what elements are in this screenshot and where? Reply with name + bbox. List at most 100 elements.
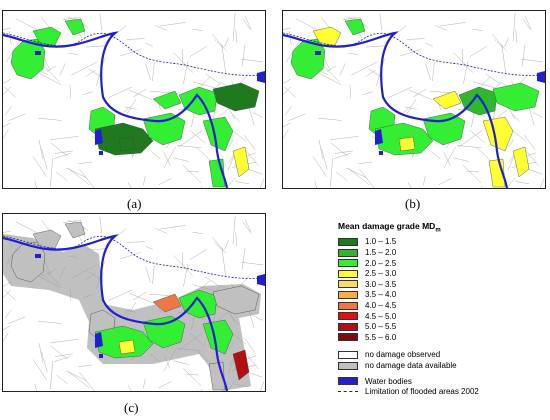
- street-line: [125, 309, 137, 313]
- street-line: [123, 105, 131, 113]
- street-line: [41, 351, 48, 373]
- street-line: [283, 86, 291, 95]
- street-line: [50, 339, 79, 343]
- street-line: [155, 228, 168, 234]
- damage-zone: [32, 26, 62, 46]
- street-line: [232, 317, 240, 325]
- damage-zone: [212, 82, 260, 112]
- legend-label-grade: 4.0 – 4.5: [365, 301, 397, 311]
- street-line: [423, 175, 426, 186]
- street-line: [50, 345, 68, 360]
- street-line: [221, 44, 226, 74]
- street-line: [432, 61, 435, 82]
- legend-label-grade: 3.5 – 4.0: [365, 290, 397, 300]
- street-line: [388, 86, 412, 98]
- street-line: [176, 348, 202, 351]
- water-body: [379, 151, 383, 155]
- water-body: [257, 274, 265, 286]
- street-line: [283, 27, 291, 30]
- legend-item-grade: 1.5 – 2.0: [338, 247, 543, 258]
- street-line: [68, 168, 90, 186]
- street-line: [150, 151, 161, 160]
- street-line: [458, 130, 483, 148]
- street-line: [242, 221, 251, 233]
- street-line: [186, 374, 199, 376]
- water-body: [99, 354, 103, 358]
- damage-zone: [118, 339, 136, 355]
- map-legend: Mean damage grade MDm 1.0 – 1.5 1.5 – 2.0…: [338, 221, 543, 397]
- legend-label-grade: 2.0 – 2.5: [365, 258, 397, 268]
- street-line: [5, 106, 12, 115]
- street-line: [523, 134, 535, 150]
- street-line: [330, 142, 348, 157]
- street-line: [42, 65, 61, 83]
- street-line: [521, 44, 526, 67]
- street-line: [3, 332, 9, 342]
- street-line: [330, 158, 333, 187]
- street-line: [126, 301, 137, 318]
- legend-label-water: Water bodies: [365, 376, 412, 386]
- street-line: [192, 231, 203, 234]
- legend-title-text: Mean damage grade MD: [338, 221, 436, 231]
- water-body: [315, 51, 321, 55]
- river: [3, 234, 229, 391]
- street-line: [406, 98, 417, 115]
- legend-item-flood-limit: Limitation of flooded areas 2002: [338, 386, 543, 397]
- street-line: [182, 164, 202, 183]
- street-line: [283, 122, 291, 128]
- legend-item-grade: 4.5 – 5.0: [338, 311, 543, 322]
- legend-swatch-grade: [338, 248, 358, 257]
- street-line: [173, 52, 193, 73]
- street-line: [120, 49, 141, 57]
- street-line: [466, 171, 479, 173]
- damage-zone: [492, 82, 540, 112]
- legend-item-grade: 4.0 – 4.5: [338, 300, 543, 311]
- water-body: [35, 51, 41, 55]
- street-line: [38, 117, 62, 121]
- map-svg: [3, 215, 265, 391]
- water-body: [537, 71, 545, 83]
- street-line: [152, 264, 155, 285]
- street-line: [38, 343, 43, 363]
- legend-label-grade: 4.5 – 5.0: [365, 311, 397, 321]
- street-line: [32, 156, 47, 178]
- street-line: [532, 112, 543, 118]
- water-body: [375, 129, 383, 145]
- street-line: [128, 89, 152, 100]
- street-line: [232, 215, 236, 245]
- street-line: [214, 39, 227, 51]
- street-line: [34, 180, 37, 188]
- damage-zone: [152, 90, 182, 110]
- street-line: [186, 171, 199, 173]
- damage-zone: [312, 26, 342, 46]
- street-line: [66, 167, 88, 179]
- street-line: [425, 43, 433, 47]
- legend-swatch-no-data: [338, 361, 358, 370]
- street-line: [176, 145, 202, 148]
- street-line: [205, 73, 221, 85]
- street-line: [494, 39, 507, 51]
- damage-zone: [482, 116, 514, 152]
- street-line: [232, 114, 240, 122]
- street-line: [192, 284, 216, 292]
- street-line: [524, 16, 532, 30]
- street-line: [234, 384, 250, 387]
- street-line: [3, 129, 9, 139]
- street-line: [504, 37, 509, 47]
- street-line: [241, 59, 264, 63]
- legend-item-grade: 2.0 – 2.5: [338, 258, 543, 269]
- street-line: [173, 255, 193, 276]
- water-body: [99, 151, 103, 155]
- street-line: [501, 44, 506, 74]
- street-line: [3, 325, 11, 331]
- street-line: [82, 294, 93, 298]
- street-line: [228, 106, 235, 120]
- panel-label-b: (b): [405, 196, 421, 211]
- water-body: [257, 71, 265, 83]
- street-line: [163, 349, 176, 372]
- street-line: [472, 81, 496, 89]
- street-line: [443, 152, 451, 166]
- damage-zone: [232, 146, 250, 178]
- street-line: [85, 45, 108, 48]
- street-line: [145, 63, 151, 81]
